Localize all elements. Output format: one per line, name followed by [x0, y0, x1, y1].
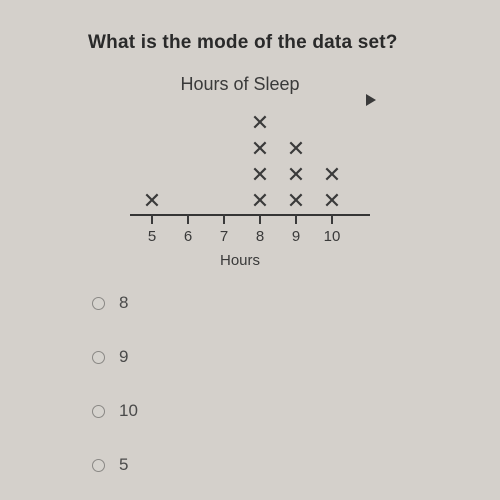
- plot-column: ✕✕✕✕: [250, 110, 270, 214]
- radio-icon[interactable]: [92, 297, 105, 310]
- tick-label: 8: [256, 228, 264, 245]
- option-c[interactable]: 10: [92, 401, 500, 421]
- tick-label: 9: [292, 228, 300, 245]
- plot-column: ✕✕: [322, 162, 342, 214]
- axis-tick: [223, 214, 225, 224]
- option-d[interactable]: 5: [92, 455, 500, 475]
- tick-label: 6: [184, 228, 192, 245]
- answer-options: 8 9 10 5: [92, 293, 500, 475]
- axis-tick: [151, 214, 153, 224]
- x-mark-icon: ✕: [287, 188, 305, 214]
- option-label: 8: [119, 293, 128, 313]
- x-mark-icon: ✕: [251, 136, 269, 162]
- x-mark-icon: ✕: [251, 110, 269, 136]
- x-mark-icon: ✕: [323, 188, 341, 214]
- axis-label: Hours: [130, 252, 350, 269]
- option-b[interactable]: 9: [92, 347, 500, 367]
- tick-label: 5: [148, 228, 156, 245]
- x-mark-icon: ✕: [287, 162, 305, 188]
- x-mark-icon: ✕: [251, 188, 269, 214]
- tick-label: 7: [220, 228, 228, 245]
- axis-tick: [259, 214, 261, 224]
- radio-icon[interactable]: [92, 459, 105, 472]
- chart-title: Hours of Sleep: [130, 74, 350, 95]
- axis-arrow-icon: [366, 94, 376, 106]
- option-a[interactable]: 8: [92, 293, 500, 313]
- tick-labels-row: 5 6 7 8 9 10: [130, 228, 370, 250]
- x-mark-icon: ✕: [287, 136, 305, 162]
- plot-column: ✕: [142, 188, 162, 214]
- axis-tick: [295, 214, 297, 224]
- tick-label: 10: [324, 228, 341, 245]
- line-plot-chart: Hours of Sleep ✕✕✕✕✕✕✕✕✕✕ 5678910 Hours: [130, 74, 500, 269]
- plot-column: ✕✕✕: [286, 136, 306, 214]
- x-mark-icon: ✕: [323, 162, 341, 188]
- x-mark-icon: ✕: [143, 188, 161, 214]
- plot-grid: ✕✕✕✕✕✕✕✕✕✕: [130, 101, 370, 216]
- radio-icon[interactable]: [92, 405, 105, 418]
- tick-row: [130, 216, 370, 226]
- option-label: 5: [119, 455, 128, 475]
- radio-icon[interactable]: [92, 351, 105, 364]
- option-label: 10: [119, 401, 138, 421]
- axis-tick: [187, 214, 189, 224]
- axis-tick: [331, 214, 333, 224]
- question-text: What is the mode of the data set?: [88, 32, 500, 54]
- x-mark-icon: ✕: [251, 162, 269, 188]
- option-label: 9: [119, 347, 128, 367]
